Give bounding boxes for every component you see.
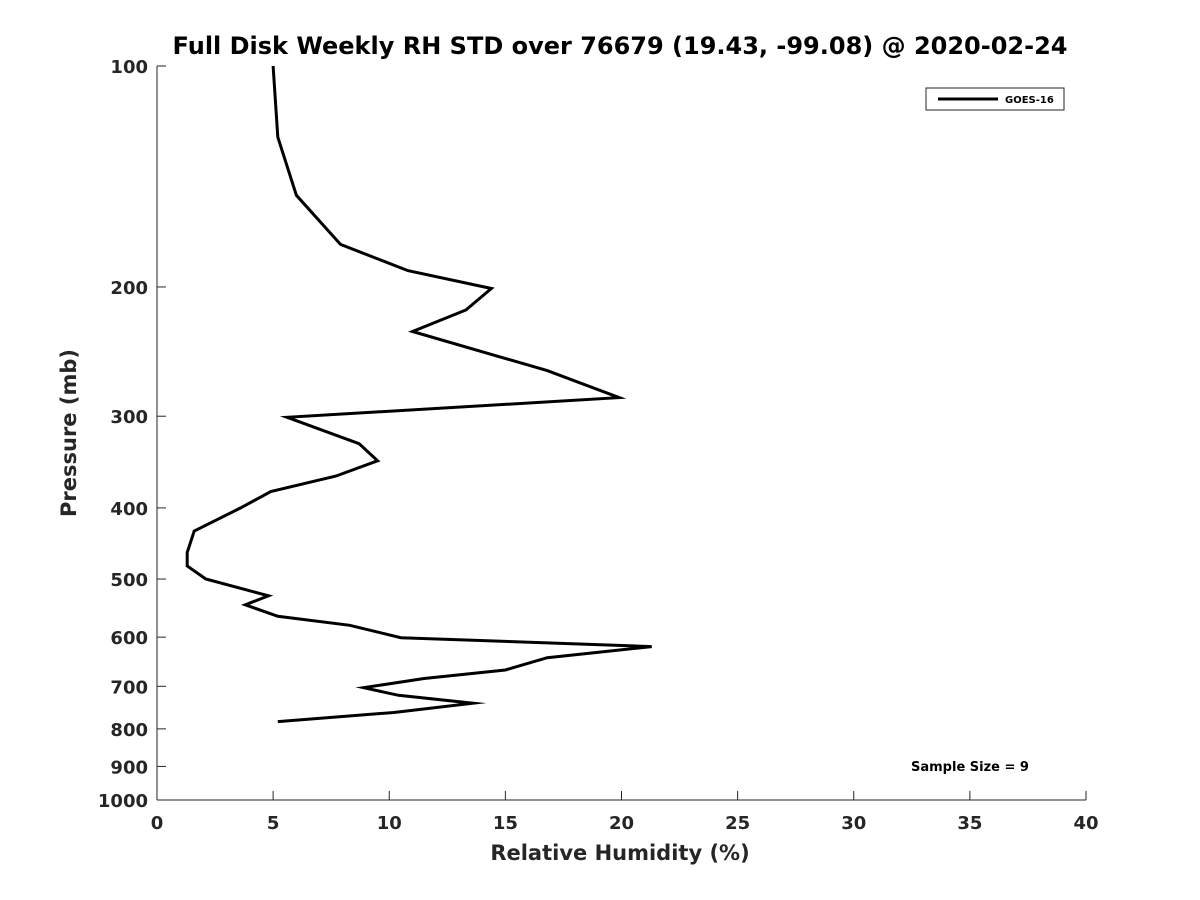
sample-size-annotation: Sample Size = 9: [911, 760, 1029, 775]
y-tick-label: 600: [110, 628, 148, 649]
series-layer: [185, 65, 652, 724]
y-tick-label: 300: [110, 407, 148, 428]
x-tick-label: 0: [151, 813, 164, 834]
x-tick-label: 35: [957, 813, 982, 834]
y-tick-label: 500: [110, 570, 148, 591]
y-tick-label: 800: [110, 720, 148, 741]
x-tick-label: 40: [1073, 813, 1098, 834]
x-tick-label: 10: [377, 813, 402, 834]
series-line-goes-16: [185, 65, 652, 724]
y-tick-label: 900: [110, 757, 148, 778]
y-tick-label: 100: [110, 57, 148, 78]
chart-title: Full Disk Weekly RH STD over 76679 (19.4…: [173, 32, 1068, 60]
x-tick-label: 30: [841, 813, 866, 834]
y-ticks: 100 200 300 400 500 600 700 800 900 1000: [98, 57, 166, 812]
x-tick-label: 25: [725, 813, 750, 834]
x-ticks: 0 5 10 15 20 25 30 35 40: [151, 791, 1099, 834]
y-tick-label: 200: [110, 278, 148, 299]
legend-label-goes-16: GOES-16: [1005, 95, 1054, 106]
y-tick-label: 700: [110, 677, 148, 698]
x-axis-label: Relative Humidity (%): [490, 841, 749, 865]
x-tick-label: 15: [493, 813, 518, 834]
y-tick-label: 400: [110, 499, 148, 520]
x-tick-label: 5: [267, 813, 280, 834]
x-tick-label: 20: [609, 813, 634, 834]
y-axis-label: Pressure (mb): [57, 349, 81, 517]
plot-area: 0 5 10 15 20 25 30 35 40 100 200 300 400 500 600 700 80…: [98, 57, 1099, 834]
legend: GOES-16: [925, 87, 1065, 111]
y-tick-label: 1000: [98, 791, 148, 812]
